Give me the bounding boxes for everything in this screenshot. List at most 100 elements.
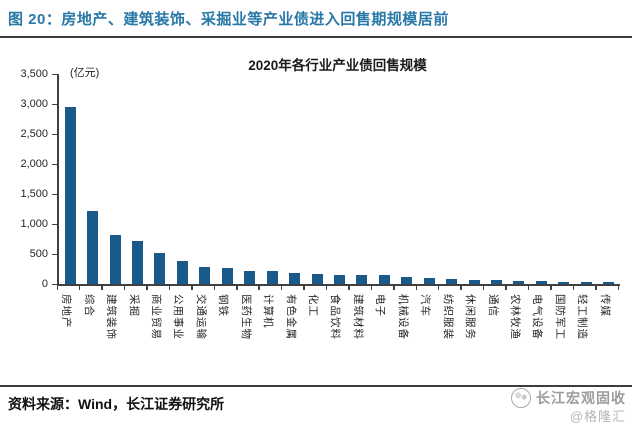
x-label-slot: 房地产 bbox=[57, 292, 79, 380]
x-tick-label: 有色金属 bbox=[284, 294, 297, 340]
y-tick-label: 500 bbox=[29, 247, 48, 260]
bar-chart: 2020年各行业产业债回售规模 (亿元) 3,500 3,000 2,500 2,00… bbox=[0, 44, 632, 380]
x-tick-label: 汽车 bbox=[419, 294, 432, 317]
x-tick-mark bbox=[550, 286, 552, 290]
bar-slot bbox=[306, 74, 328, 284]
x-tick-label: 建筑材料 bbox=[351, 294, 364, 340]
x-label-slot: 纺织服装 bbox=[438, 292, 460, 380]
x-tick-label: 采掘 bbox=[127, 294, 140, 317]
x-tick-label: 轻工制造 bbox=[576, 294, 589, 340]
bar-slot bbox=[104, 74, 126, 284]
x-tick-mark bbox=[101, 286, 103, 290]
x-tick-label: 电气设备 bbox=[531, 294, 544, 340]
bar bbox=[558, 282, 570, 284]
watermark-handle: @格隆汇 bbox=[569, 409, 626, 424]
plot-area bbox=[57, 74, 620, 286]
x-label-slot: 计算机 bbox=[259, 292, 281, 380]
x-label-slot: 轻工制造 bbox=[573, 292, 595, 380]
bar bbox=[401, 277, 413, 284]
x-label-slot: 通信 bbox=[483, 292, 505, 380]
x-tick-mark bbox=[78, 286, 81, 290]
x-tick-label: 计算机 bbox=[262, 294, 275, 329]
bar-slot bbox=[463, 74, 485, 284]
title-divider bbox=[0, 36, 632, 38]
y-tick-label: 2,500 bbox=[20, 127, 48, 140]
x-label-slot: 休闲服务 bbox=[461, 292, 483, 380]
bar-slot bbox=[194, 74, 216, 284]
x-tick-label: 建筑装饰 bbox=[105, 294, 118, 340]
x-label-slot: 建筑材料 bbox=[349, 292, 371, 380]
x-label-slot: 商业贸易 bbox=[147, 292, 169, 380]
y-tick-mark bbox=[52, 73, 57, 75]
x-tick-label: 公用事业 bbox=[172, 294, 185, 340]
x-tick-mark bbox=[280, 286, 283, 290]
x-label-slot: 化工 bbox=[304, 292, 326, 380]
x-tick-label: 电子 bbox=[374, 294, 387, 317]
bar bbox=[333, 275, 345, 284]
bar-slot bbox=[373, 74, 395, 284]
bar bbox=[221, 268, 233, 284]
x-axis-labels: 房地产 综合 建筑装饰 采掘 商业贸易 公用事业 交通运输 钢铁 医药生物 计算机 有色金属 化工 食品… bbox=[57, 292, 618, 380]
y-tick-label: 2,000 bbox=[20, 157, 48, 170]
bar bbox=[132, 241, 144, 284]
x-label-slot: 公用事业 bbox=[169, 292, 191, 380]
bar bbox=[311, 274, 323, 284]
x-tick-mark bbox=[505, 286, 507, 290]
bar-slot bbox=[530, 74, 552, 284]
x-tick-label: 商业贸易 bbox=[149, 294, 162, 340]
bar bbox=[154, 253, 166, 284]
x-label-slot: 国防军工 bbox=[551, 292, 573, 380]
x-tick-label: 纺织服装 bbox=[441, 294, 454, 340]
bar bbox=[423, 278, 435, 284]
bar bbox=[446, 279, 458, 284]
x-tick-label: 通信 bbox=[486, 294, 499, 317]
bar bbox=[580, 282, 592, 284]
bar-slot bbox=[328, 74, 350, 284]
x-tick-label: 医药生物 bbox=[239, 294, 252, 340]
y-tick-label: 1,000 bbox=[20, 217, 48, 230]
bar-slot bbox=[351, 74, 373, 284]
x-tick-mark bbox=[617, 286, 619, 290]
x-tick-label: 国防军工 bbox=[553, 294, 566, 340]
bar-slot bbox=[171, 74, 193, 284]
x-tick-mark bbox=[168, 286, 171, 290]
x-tick-mark bbox=[236, 286, 238, 290]
figure-title: 图 20：房地产、建筑装饰、采掘业等产业债进入回售期规模居前 bbox=[8, 11, 449, 28]
x-tick-mark bbox=[146, 286, 148, 290]
source-note: 资料来源：Wind，长江证券研究所 bbox=[8, 396, 225, 412]
bar bbox=[87, 211, 99, 284]
x-tick-label: 机械设备 bbox=[396, 294, 409, 340]
x-label-slot: 农林牧渔 bbox=[506, 292, 528, 380]
y-tick-label: 1,500 bbox=[20, 187, 48, 200]
bar-slot bbox=[283, 74, 305, 284]
bars-container bbox=[59, 74, 620, 284]
bar-slot bbox=[440, 74, 462, 284]
y-axis-unit-label: (亿元) bbox=[70, 67, 100, 79]
watermark-name: 长江宏观固收 bbox=[536, 390, 626, 406]
x-tick-label: 传媒 bbox=[598, 294, 611, 317]
x-tick-label: 农林牧渔 bbox=[508, 294, 521, 340]
bar-slot bbox=[261, 74, 283, 284]
bar-slot bbox=[508, 74, 530, 284]
y-tick-label: 3,000 bbox=[20, 97, 48, 110]
x-label-slot: 电子 bbox=[371, 292, 393, 380]
bar bbox=[468, 280, 480, 284]
bar bbox=[356, 275, 368, 284]
bar bbox=[289, 273, 301, 284]
x-tick-label: 交通运输 bbox=[194, 294, 207, 340]
bar bbox=[266, 271, 278, 284]
bar-slot bbox=[575, 74, 597, 284]
bar bbox=[491, 280, 503, 284]
x-label-slot: 食品饮料 bbox=[326, 292, 348, 380]
bar bbox=[199, 267, 211, 284]
bar bbox=[109, 235, 121, 284]
x-label-slot: 交通运输 bbox=[192, 292, 214, 380]
x-label-slot: 采掘 bbox=[124, 292, 146, 380]
bar bbox=[244, 271, 256, 284]
x-tick-mark bbox=[437, 286, 440, 290]
y-tick-label: 3,500 bbox=[20, 67, 48, 80]
watermark: 长江宏观固收 @格隆汇 bbox=[511, 388, 626, 425]
x-tick-mark bbox=[258, 286, 260, 290]
y-tick-mark bbox=[52, 193, 57, 195]
